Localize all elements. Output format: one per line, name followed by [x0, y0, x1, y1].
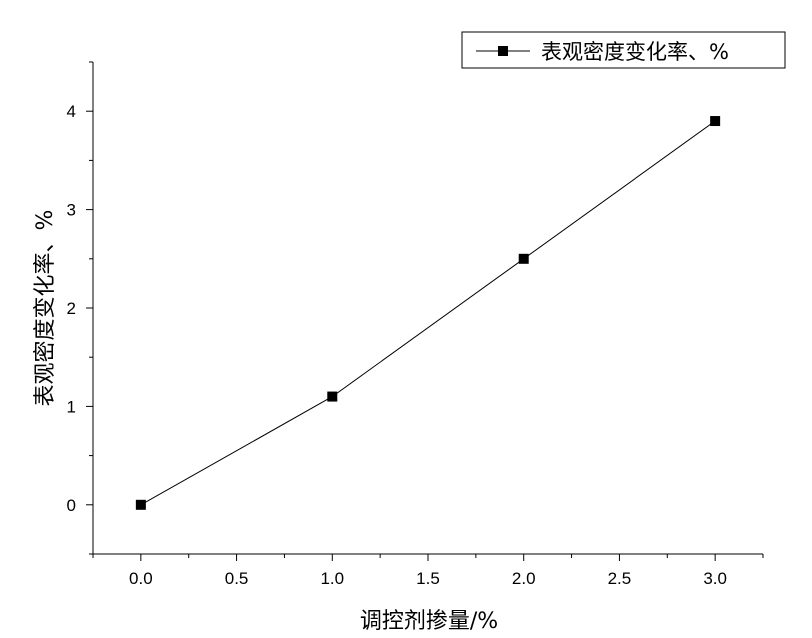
y-tick-label: 0	[67, 496, 76, 515]
x-tick-label: 3.0	[703, 569, 727, 588]
data-point-marker	[518, 253, 529, 264]
legend-box	[461, 31, 786, 69]
legend-entry-label: 表观密度变化率、%	[541, 40, 729, 64]
series-line	[140, 120, 716, 506]
y-tick-label: 3	[67, 201, 76, 220]
legend-marker-sample	[498, 46, 508, 56]
plot-series	[135, 116, 721, 510]
y-axis-title: 表观密度变化率、%	[33, 210, 58, 407]
x-tick-label: 1.0	[320, 569, 344, 588]
data-point-marker	[710, 116, 721, 127]
axes: 0.0 0.5 1.0 1.5 2.0 2.5 3.0 0 1 2 3 4	[67, 61, 764, 588]
x-tick-label: 0.0	[129, 569, 153, 588]
legend: 表观密度变化率、%	[461, 31, 786, 69]
x-tick-label: 2.5	[608, 569, 632, 588]
x-tick-label: 1.5	[416, 569, 440, 588]
x-tick-label: 0.5	[225, 569, 249, 588]
x-axis-title: 调控剂掺量/%	[360, 609, 498, 634]
y-tick-label: 2	[67, 299, 76, 318]
y-tick-label: 4	[67, 102, 76, 121]
y-tick-label: 1	[67, 397, 76, 416]
x-tick-label: 2.0	[512, 569, 536, 588]
data-point-marker	[327, 391, 338, 402]
data-point-marker	[135, 499, 146, 510]
